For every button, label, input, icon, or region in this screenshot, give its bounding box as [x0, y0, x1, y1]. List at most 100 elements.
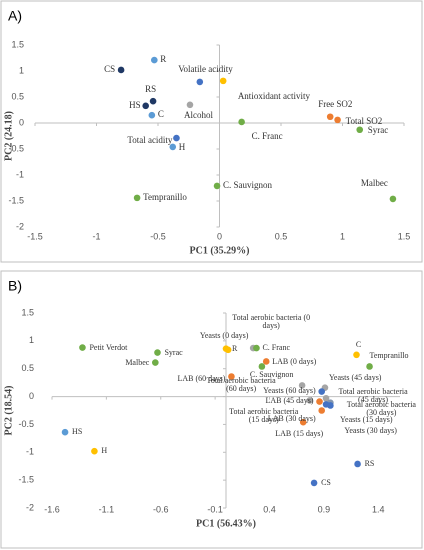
- y-tick-label: 0.5: [11, 91, 24, 101]
- point-label: Total SO2: [345, 115, 383, 126]
- point: [152, 359, 159, 366]
- point-label: Tempranillo: [143, 191, 187, 202]
- point-label: Total aerobic bacteria (60 days): [206, 376, 276, 394]
- y-tick-label: -1.5: [18, 475, 34, 485]
- point-label: R: [232, 343, 238, 353]
- x-tick-label: -1.1: [99, 504, 115, 514]
- point: [262, 358, 270, 365]
- point-label: Syrac: [164, 347, 183, 357]
- point: [298, 382, 306, 389]
- point: [149, 97, 157, 105]
- x-tick-label: -1.6: [44, 504, 60, 514]
- y-tick-label: -2: [16, 221, 24, 231]
- point: [222, 345, 230, 352]
- point: [169, 143, 177, 151]
- x-tick-label: -1: [92, 231, 100, 241]
- x-tick-label: 0.4: [263, 504, 276, 514]
- x-tick-label: 1.4: [372, 504, 385, 514]
- point-label: Total acidity: [127, 135, 173, 146]
- point: [389, 195, 397, 203]
- point: [151, 56, 158, 64]
- point: [327, 402, 334, 409]
- point: [334, 116, 341, 124]
- point-label: Total aerobic bacteria (45 days): [338, 387, 408, 405]
- x-axis-title: PC1 (35.29%): [190, 245, 250, 256]
- point-label: HS: [129, 99, 141, 110]
- y-tick-label: -1.5: [8, 195, 24, 205]
- point: [173, 134, 180, 142]
- point-label: C. Franc: [262, 343, 290, 353]
- point: [299, 418, 307, 426]
- point-label: Tempranillo: [369, 351, 409, 361]
- x-tick-label: 1: [340, 231, 345, 241]
- panel-frame: [0, 0, 423, 263]
- panel-label: A): [8, 8, 22, 24]
- point: [154, 349, 161, 356]
- point-label: C. Franc: [251, 130, 283, 141]
- point: [213, 182, 221, 190]
- x-tick-label: 0: [217, 231, 222, 241]
- point-label: C. Sauvignon: [223, 179, 273, 190]
- point-label: Malbec: [125, 357, 150, 367]
- y-tick-label: -0.5: [18, 419, 34, 429]
- point: [61, 428, 69, 436]
- point-label: Alcohol: [183, 109, 213, 120]
- point: [117, 66, 125, 74]
- point-label: H: [101, 446, 108, 456]
- panel-label: B): [8, 278, 22, 294]
- point: [186, 101, 194, 109]
- point: [326, 113, 334, 121]
- point: [316, 398, 323, 405]
- x-tick-label: -0.5: [150, 231, 166, 241]
- x-tick-label: -0.1: [207, 504, 223, 514]
- x-tick-label: -1.5: [27, 231, 43, 241]
- x-tick-label: 0.9: [318, 504, 331, 514]
- point: [142, 102, 149, 110]
- point: [353, 351, 360, 359]
- point: [91, 447, 98, 455]
- point-label: Yeasts (30 days): [344, 426, 397, 436]
- x-tick-label: -0.6: [153, 504, 169, 514]
- point-label: Total aerobic bacteria (30 days): [346, 399, 416, 417]
- y-tick-label: -1: [16, 169, 24, 179]
- x-axis-title: PC1 (56.43%): [196, 518, 256, 529]
- point: [238, 118, 245, 126]
- x-tick-label: 1.5: [398, 231, 411, 241]
- point-label: LAB (45 days): [265, 395, 314, 405]
- point-label: Antioxidant activity: [237, 90, 311, 101]
- point-label: Free SO2: [318, 98, 353, 109]
- point-label: Yeasts (45 days): [328, 372, 382, 382]
- point-label: Yeasts (60 days): [263, 385, 316, 395]
- point-label: CS: [321, 477, 331, 487]
- point-label: CS: [104, 63, 116, 74]
- point-label: Volatile acidity: [178, 63, 233, 74]
- point-label: C. Sauvignon: [249, 370, 294, 380]
- point: [318, 388, 326, 395]
- x-tick-label: 0.5: [275, 231, 288, 241]
- point: [366, 363, 373, 370]
- point: [196, 78, 204, 86]
- point-label: R: [160, 54, 167, 65]
- y-tick-label: 1: [29, 335, 34, 345]
- y-tick-label: 0: [29, 391, 34, 401]
- point-label: RS: [145, 84, 157, 95]
- point-label: RS: [364, 458, 375, 468]
- y-tick-label: -0.5: [8, 143, 24, 153]
- point: [322, 394, 330, 402]
- point-label: Yeasts (15 days): [340, 415, 393, 425]
- point-label: LAB (15 days): [275, 429, 324, 439]
- point-label: Total aerobic bacteria (0 days): [232, 313, 311, 331]
- point-label: LAB (0 days): [272, 357, 317, 367]
- point: [228, 373, 235, 380]
- point: [354, 460, 361, 468]
- y-tick-label: 0: [19, 117, 24, 127]
- y-tick-label: 0.5: [21, 363, 34, 373]
- point-label: C: [157, 109, 164, 120]
- point: [219, 77, 227, 85]
- point-label: LAB (30 days): [267, 413, 316, 423]
- point-label: Syrac: [367, 124, 389, 135]
- point-label: HS: [72, 427, 83, 437]
- point-label: LAB (60 days): [177, 373, 226, 383]
- y-tick-label: -2: [26, 502, 34, 512]
